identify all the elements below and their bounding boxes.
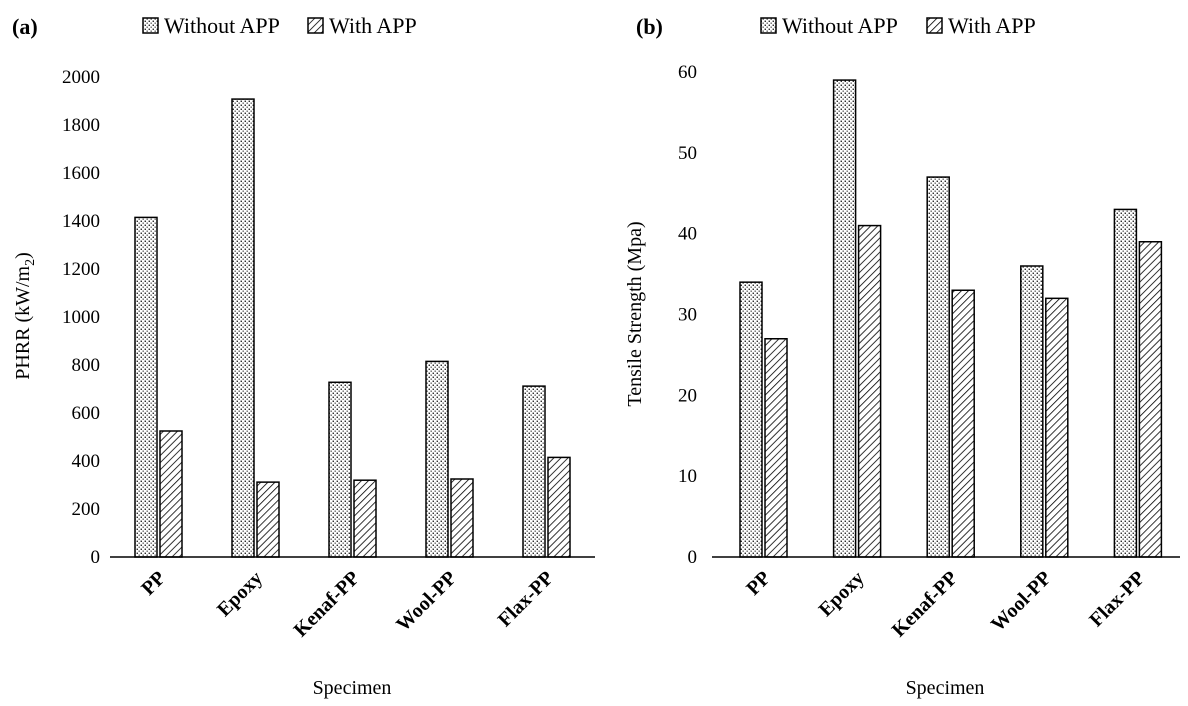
legend-swatch-with-app-b xyxy=(926,17,943,34)
legend-label-without-app-a: Without APP xyxy=(164,13,280,38)
y-tick-label-a-1200: 1200 xyxy=(62,259,100,280)
y-tick-label-b-30: 30 xyxy=(678,305,697,326)
x-category-label-b-flax-pp: Flax-PP xyxy=(1085,567,1149,631)
bar-a-wool-pp-with-app xyxy=(450,478,474,558)
y-tick-label-a-1800: 1800 xyxy=(62,115,100,136)
legend-label-without-app-b: Without APP xyxy=(782,13,898,38)
bar-a-flax-pp-with-app xyxy=(547,456,571,558)
x-category-label-a-epoxy: Epoxy xyxy=(213,567,267,621)
bars-b xyxy=(739,79,1163,558)
legend-label-with-app-a: With APP xyxy=(329,13,417,38)
x-category-label-b-pp: PP xyxy=(742,567,775,600)
y-axis-ticks-a: 0 200 400 600 800 1000 1200 1400 1600 1800 2000 xyxy=(62,67,100,568)
bars-a xyxy=(134,98,571,558)
bar-b-wool-pp-with-app xyxy=(1045,297,1069,558)
x-category-label-b-wool-pp: Wool-PP xyxy=(987,567,1056,636)
x-axis-categories-b: PP Epoxy Kenaf-PP Wool-PP Flax-PP xyxy=(742,567,1149,641)
legend-b: Without APP With APP xyxy=(760,13,1036,38)
y-tick-label-b-0: 0 xyxy=(688,547,698,568)
legend-a: Without APP With APP xyxy=(142,13,417,38)
y-axis-title-a: PHRR (kW/m2) xyxy=(12,252,38,380)
bar-a-pp-with-app xyxy=(159,430,183,558)
bar-b-pp-with-app xyxy=(764,338,788,558)
chart-panel-a: (a) Without APP With APP 0 200 400 600 800 10… xyxy=(12,13,595,699)
bar-a-wool-pp-without-app xyxy=(425,360,449,558)
y-tick-label-a-2000: 2000 xyxy=(62,67,100,88)
x-axis-title-a: Specimen xyxy=(313,677,392,699)
bar-b-epoxy-with-app xyxy=(857,224,882,558)
bar-b-wool-pp-without-app xyxy=(1020,265,1044,558)
bar-a-kenaf-pp-without-app xyxy=(328,381,352,558)
y-tick-label-a-800: 800 xyxy=(72,355,101,376)
y-tick-label-a-200: 200 xyxy=(72,499,101,520)
y-tick-label-b-50: 50 xyxy=(678,143,697,164)
bar-b-kenaf-pp-with-app xyxy=(951,289,975,558)
bar-a-kenaf-pp-with-app xyxy=(353,479,377,558)
bar-a-pp-without-app xyxy=(134,216,158,558)
x-category-label-a-pp: PP xyxy=(137,567,170,600)
bar-b-pp-without-app xyxy=(739,281,763,558)
y-tick-label-a-0: 0 xyxy=(91,547,101,568)
x-category-label-b-epoxy: Epoxy xyxy=(815,567,869,621)
bar-b-flax-pp-without-app xyxy=(1113,208,1138,558)
y-tick-label-a-400: 400 xyxy=(72,451,101,472)
x-category-label-a-kenaf-pp: Kenaf-PP xyxy=(290,567,364,641)
x-category-label-b-kenaf-pp: Kenaf-PP xyxy=(888,567,962,641)
x-axis-title-b: Specimen xyxy=(906,677,985,699)
y-tick-label-b-10: 10 xyxy=(678,466,697,487)
x-category-label-a-wool-pp: Wool-PP xyxy=(392,567,461,636)
x-axis-categories-a: PP Epoxy Kenaf-PP Wool-PP Flax-PP xyxy=(137,567,558,641)
bar-a-epoxy-with-app xyxy=(256,481,280,558)
bar-a-flax-pp-without-app xyxy=(522,385,546,558)
y-tick-label-a-1600: 1600 xyxy=(62,163,100,184)
y-tick-label-a-600: 600 xyxy=(72,403,101,424)
bar-b-epoxy-without-app xyxy=(832,79,857,558)
y-axis-title-b: Tensile Strength (Mpa) xyxy=(624,221,646,406)
y-tick-label-b-40: 40 xyxy=(678,224,697,245)
x-category-label-a-flax-pp: Flax-PP xyxy=(494,567,558,631)
legend-swatch-without-app-a xyxy=(142,17,159,34)
legend-label-with-app-b: With APP xyxy=(948,13,1036,38)
legend-swatch-without-app-b xyxy=(760,17,777,34)
panel-label-b: (b) xyxy=(636,14,663,39)
y-tick-label-a-1400: 1400 xyxy=(62,211,100,232)
y-axis-ticks-b: 0 10 20 30 40 50 60 xyxy=(678,62,697,568)
legend-swatch-with-app-a xyxy=(307,17,324,34)
bar-b-flax-pp-with-app xyxy=(1138,241,1163,558)
y-tick-label-b-60: 60 xyxy=(678,62,697,83)
y-tick-label-a-1000: 1000 xyxy=(62,307,100,328)
y-tick-label-b-20: 20 xyxy=(678,385,697,406)
panel-label-a: (a) xyxy=(12,14,38,39)
chart-panel-b: (b) Without APP With APP 0 10 20 30 40 50 60 P… xyxy=(624,13,1180,699)
bar-a-epoxy-without-app xyxy=(231,98,255,558)
bar-b-kenaf-pp-without-app xyxy=(926,176,950,558)
